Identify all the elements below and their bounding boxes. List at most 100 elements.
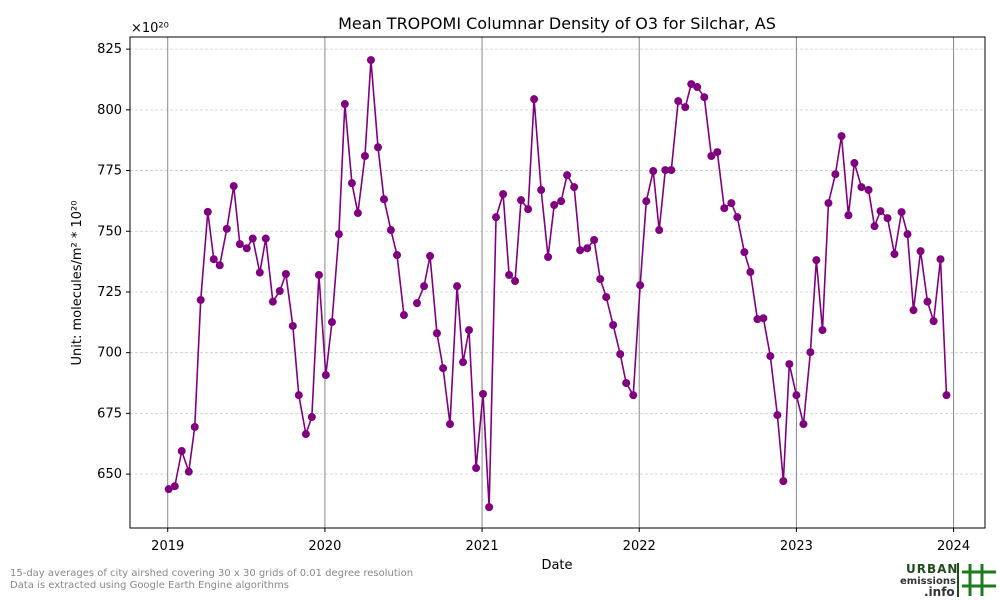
data-point xyxy=(649,167,658,176)
x-tick-label: 2021 xyxy=(466,539,499,554)
data-point xyxy=(222,224,231,233)
data-point xyxy=(916,247,925,256)
data-point xyxy=(850,159,859,168)
logo-grid xyxy=(962,564,996,596)
data-point xyxy=(727,199,736,208)
logo: URBAN emissions .info xyxy=(900,562,996,599)
data-point xyxy=(740,248,749,257)
data-point xyxy=(890,250,899,259)
y-tick-label: 650 xyxy=(97,467,122,482)
data-point xyxy=(399,311,408,320)
y-offset-label: ×10²⁰ xyxy=(131,21,169,36)
data-point xyxy=(537,185,546,194)
data-point xyxy=(773,411,782,420)
data-point xyxy=(294,391,303,400)
data-point xyxy=(616,350,625,359)
data-point xyxy=(479,389,488,398)
plot-frame xyxy=(129,36,986,529)
data-point xyxy=(445,420,454,429)
y-axis-label: Unit: molecules/m² * 10²⁰ xyxy=(70,201,85,366)
x-tick-label: 2020 xyxy=(308,539,341,554)
data-point xyxy=(255,268,264,277)
data-point xyxy=(530,95,539,104)
data-point xyxy=(229,182,238,191)
data-point xyxy=(209,255,218,264)
data-point xyxy=(674,97,683,106)
data-point xyxy=(557,197,566,206)
data-line xyxy=(416,82,948,508)
data-point xyxy=(420,282,429,291)
data-point xyxy=(602,293,611,302)
data-point xyxy=(806,348,815,357)
data-point xyxy=(248,234,257,243)
data-point xyxy=(857,183,866,192)
data-point xyxy=(759,314,768,323)
data-point xyxy=(235,240,244,249)
data-point xyxy=(766,352,775,361)
data-point xyxy=(524,205,533,214)
x-tick-label: 2023 xyxy=(780,539,813,554)
data-point xyxy=(412,299,421,308)
data-point xyxy=(275,286,284,295)
data-point xyxy=(288,321,297,330)
data-point xyxy=(432,329,441,338)
data-point xyxy=(733,213,742,222)
x-axis-label: Date xyxy=(541,558,572,573)
data-point xyxy=(942,391,951,400)
logo-bar xyxy=(957,563,959,597)
data-point xyxy=(261,234,270,243)
data-point xyxy=(713,148,722,157)
data-point xyxy=(492,213,501,222)
data-point xyxy=(909,306,918,315)
data-point xyxy=(170,482,179,491)
data-point xyxy=(505,270,514,279)
x-tick-label: 2019 xyxy=(151,539,184,554)
data-point xyxy=(268,297,277,306)
data-point xyxy=(379,195,388,204)
data-point xyxy=(190,422,199,431)
logo-text: emissions xyxy=(900,576,956,587)
data-point xyxy=(203,207,212,216)
footnote: 15-day averages of city airshed covering… xyxy=(10,568,413,579)
data-point xyxy=(353,209,362,218)
data-point xyxy=(301,430,310,439)
data-point xyxy=(321,371,330,380)
data-point xyxy=(164,485,173,494)
data-point xyxy=(903,230,912,239)
data-point xyxy=(642,197,651,206)
data-point xyxy=(196,295,205,304)
data-point xyxy=(459,358,468,367)
y-tick-label: 800 xyxy=(97,103,122,118)
data-point xyxy=(374,143,383,152)
data-point xyxy=(360,151,369,160)
data-point xyxy=(753,315,762,324)
data-point xyxy=(499,190,508,199)
data-point xyxy=(215,261,224,270)
data-point xyxy=(864,185,873,194)
data-point xyxy=(511,277,520,286)
data-point xyxy=(327,318,336,327)
data-point xyxy=(184,467,193,476)
data-point xyxy=(870,222,879,231)
data-point xyxy=(693,83,702,92)
data-point xyxy=(923,297,932,306)
data-point xyxy=(366,56,375,65)
data-point xyxy=(576,246,585,255)
data-point xyxy=(550,201,559,210)
y-tick-label: 675 xyxy=(97,406,122,421)
y-tick-label: 725 xyxy=(97,285,122,300)
data-point xyxy=(720,204,729,213)
data-point xyxy=(746,268,755,277)
data-point xyxy=(453,282,462,291)
data-point xyxy=(883,214,892,223)
data-point xyxy=(844,211,853,220)
data-point xyxy=(544,253,553,262)
logo-text: .info xyxy=(924,585,955,599)
chart-title: Mean TROPOMI Columnar Density of O3 for … xyxy=(338,14,776,33)
data-point xyxy=(583,244,592,253)
data-point xyxy=(636,281,645,290)
data-point xyxy=(242,244,251,253)
x-tick-label: 2022 xyxy=(623,539,656,554)
data-point xyxy=(818,326,827,335)
